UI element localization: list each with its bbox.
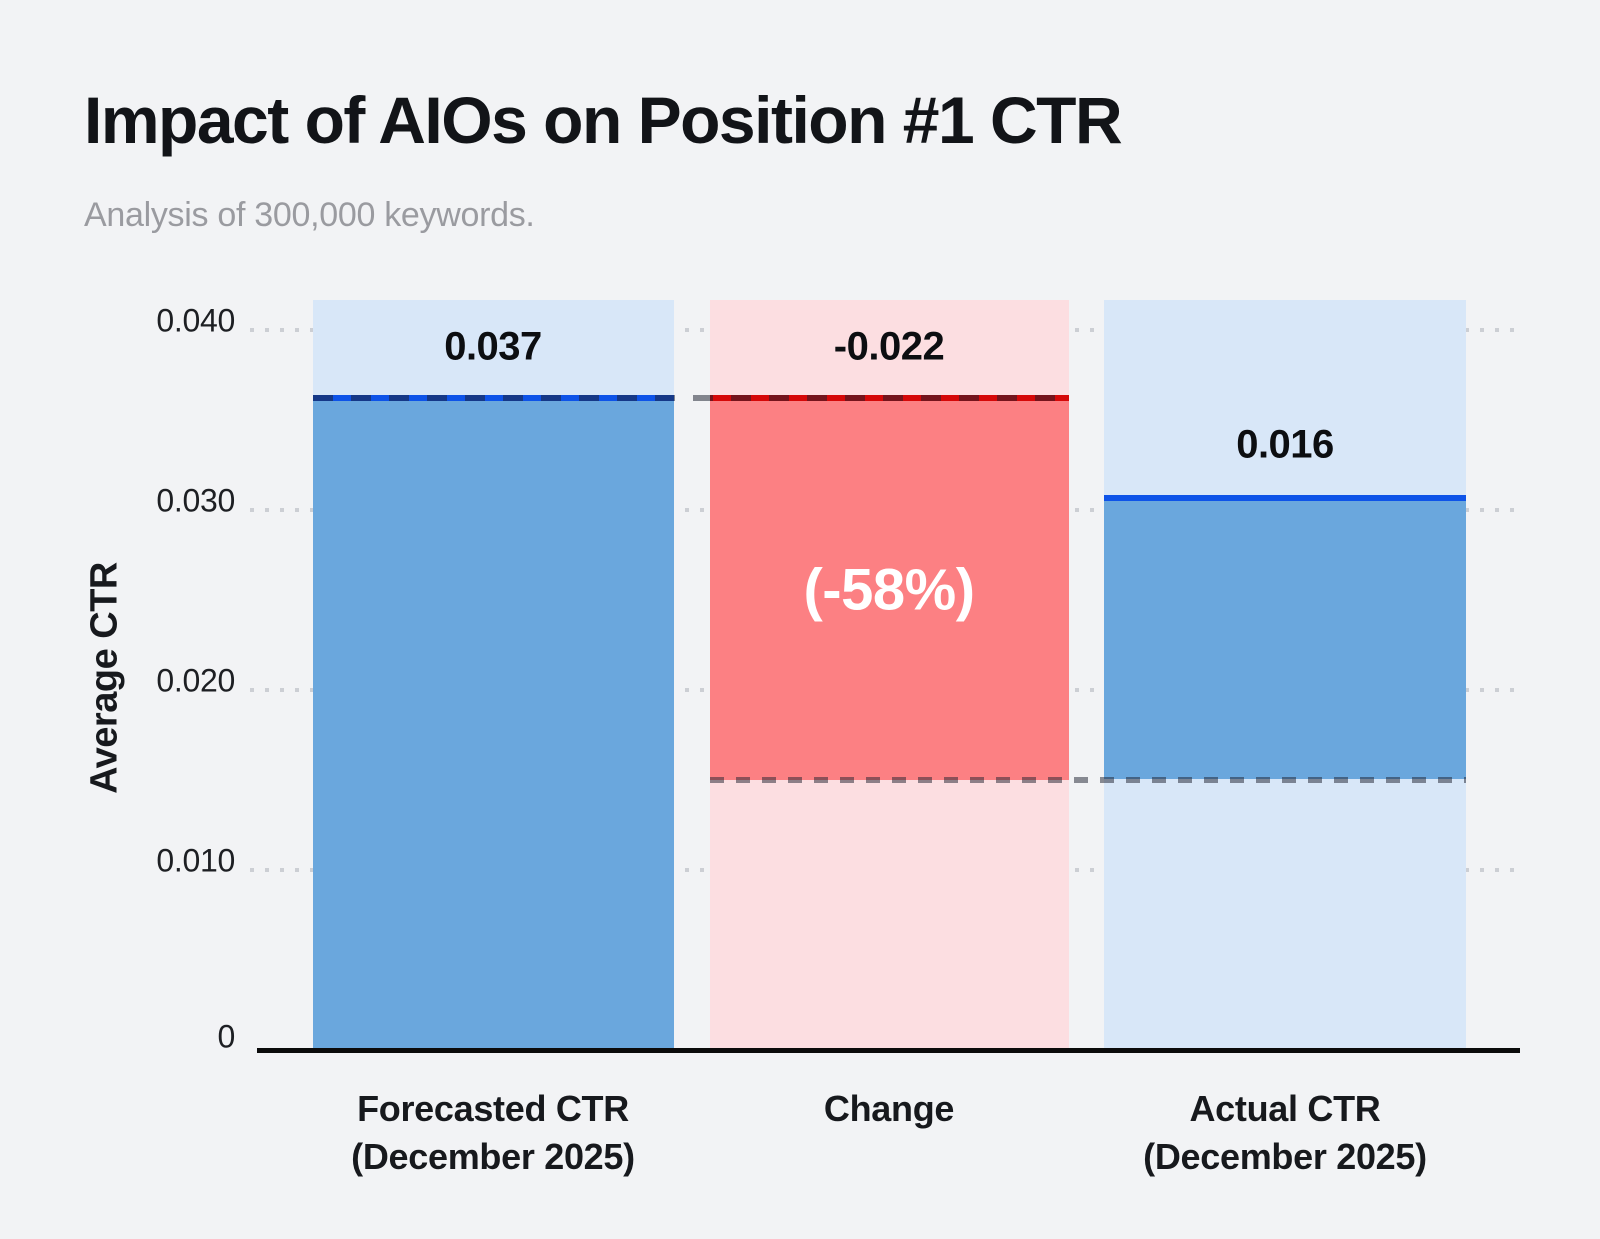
y-tick-0030: 0.030 [156,482,235,519]
y-tick-0010: 0.010 [156,842,235,879]
page-subtitle: Analysis of 300,000 keywords. [84,196,535,234]
category-label-line1: Change [823,1088,955,1129]
page-title: Impact of AIOs on Position #1 CTR [84,83,1123,157]
category-label-line1: Actual CTR [1189,1088,1381,1129]
value-label-change: -0.022 [833,324,945,369]
category-label-line2: (December 2025) [1143,1136,1427,1177]
bar-forecasted-ctr [313,401,674,1048]
category-label-line2: (December 2025) [351,1136,635,1177]
category-label-forecasted: Forecasted CTR (December 2025) [233,1085,753,1181]
bottom-dashed-connector [710,777,1466,783]
value-label-actual: 0.016 [1236,422,1334,467]
y-tick-0: 0 [217,1018,236,1055]
category-label-line1: Forecasted CTR [357,1088,629,1129]
x-axis-line [257,1048,1520,1053]
y-tick-0040: 0.040 [156,302,235,339]
bar-actual-ctr [1104,501,1466,779]
bar-change [710,401,1069,780]
value-label-forecasted: 0.037 [444,324,542,369]
actual-level-line [1104,495,1466,501]
top-dashed-connector [313,395,1069,401]
percent-change-annotation: (-58%) [803,557,975,623]
category-label-actual: Actual CTR (December 2025) [1025,1085,1545,1181]
category-label-change: Change [629,1085,1149,1133]
y-tick-0020: 0.020 [156,662,235,699]
